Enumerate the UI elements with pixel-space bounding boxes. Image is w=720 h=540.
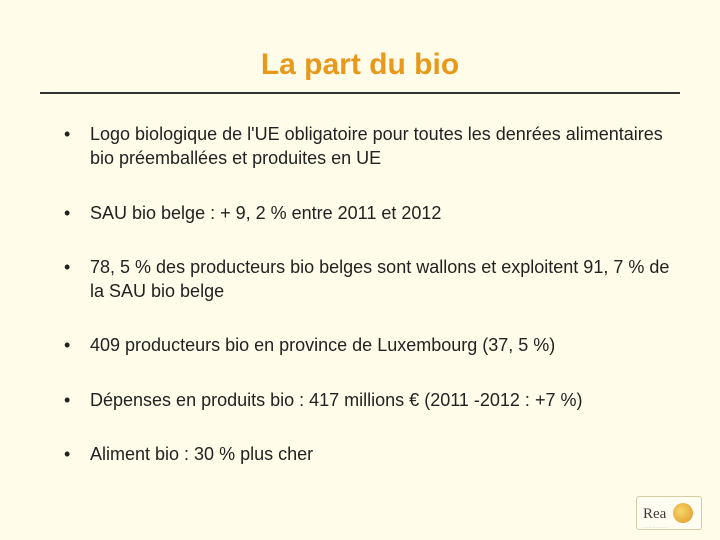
logo-subtext: ……………… <box>643 524 668 529</box>
bullet-item: 409 producteurs bio en province de Luxem… <box>64 333 680 357</box>
bullet-item: SAU bio belge : + 9, 2 % entre 2011 et 2… <box>64 201 680 225</box>
footer-logo: Rea ……………… <box>636 496 702 530</box>
bullet-item: Dépenses en produits bio : 417 millions … <box>64 388 680 412</box>
logo-text: Rea <box>643 506 666 523</box>
logo-sun-icon <box>673 503 693 523</box>
bullet-item: Logo biologique de l'UE obligatoire pour… <box>64 122 680 171</box>
bullet-item: 78, 5 % des producteurs bio belges sont … <box>64 255 680 304</box>
bullet-list: Logo biologique de l'UE obligatoire pour… <box>40 122 680 466</box>
title-underline <box>40 92 680 94</box>
slide-title: La part du bio <box>40 48 680 82</box>
slide: La part du bio Logo biologique de l'UE o… <box>0 0 720 540</box>
bullet-item: Aliment bio : 30 % plus cher <box>64 442 680 466</box>
